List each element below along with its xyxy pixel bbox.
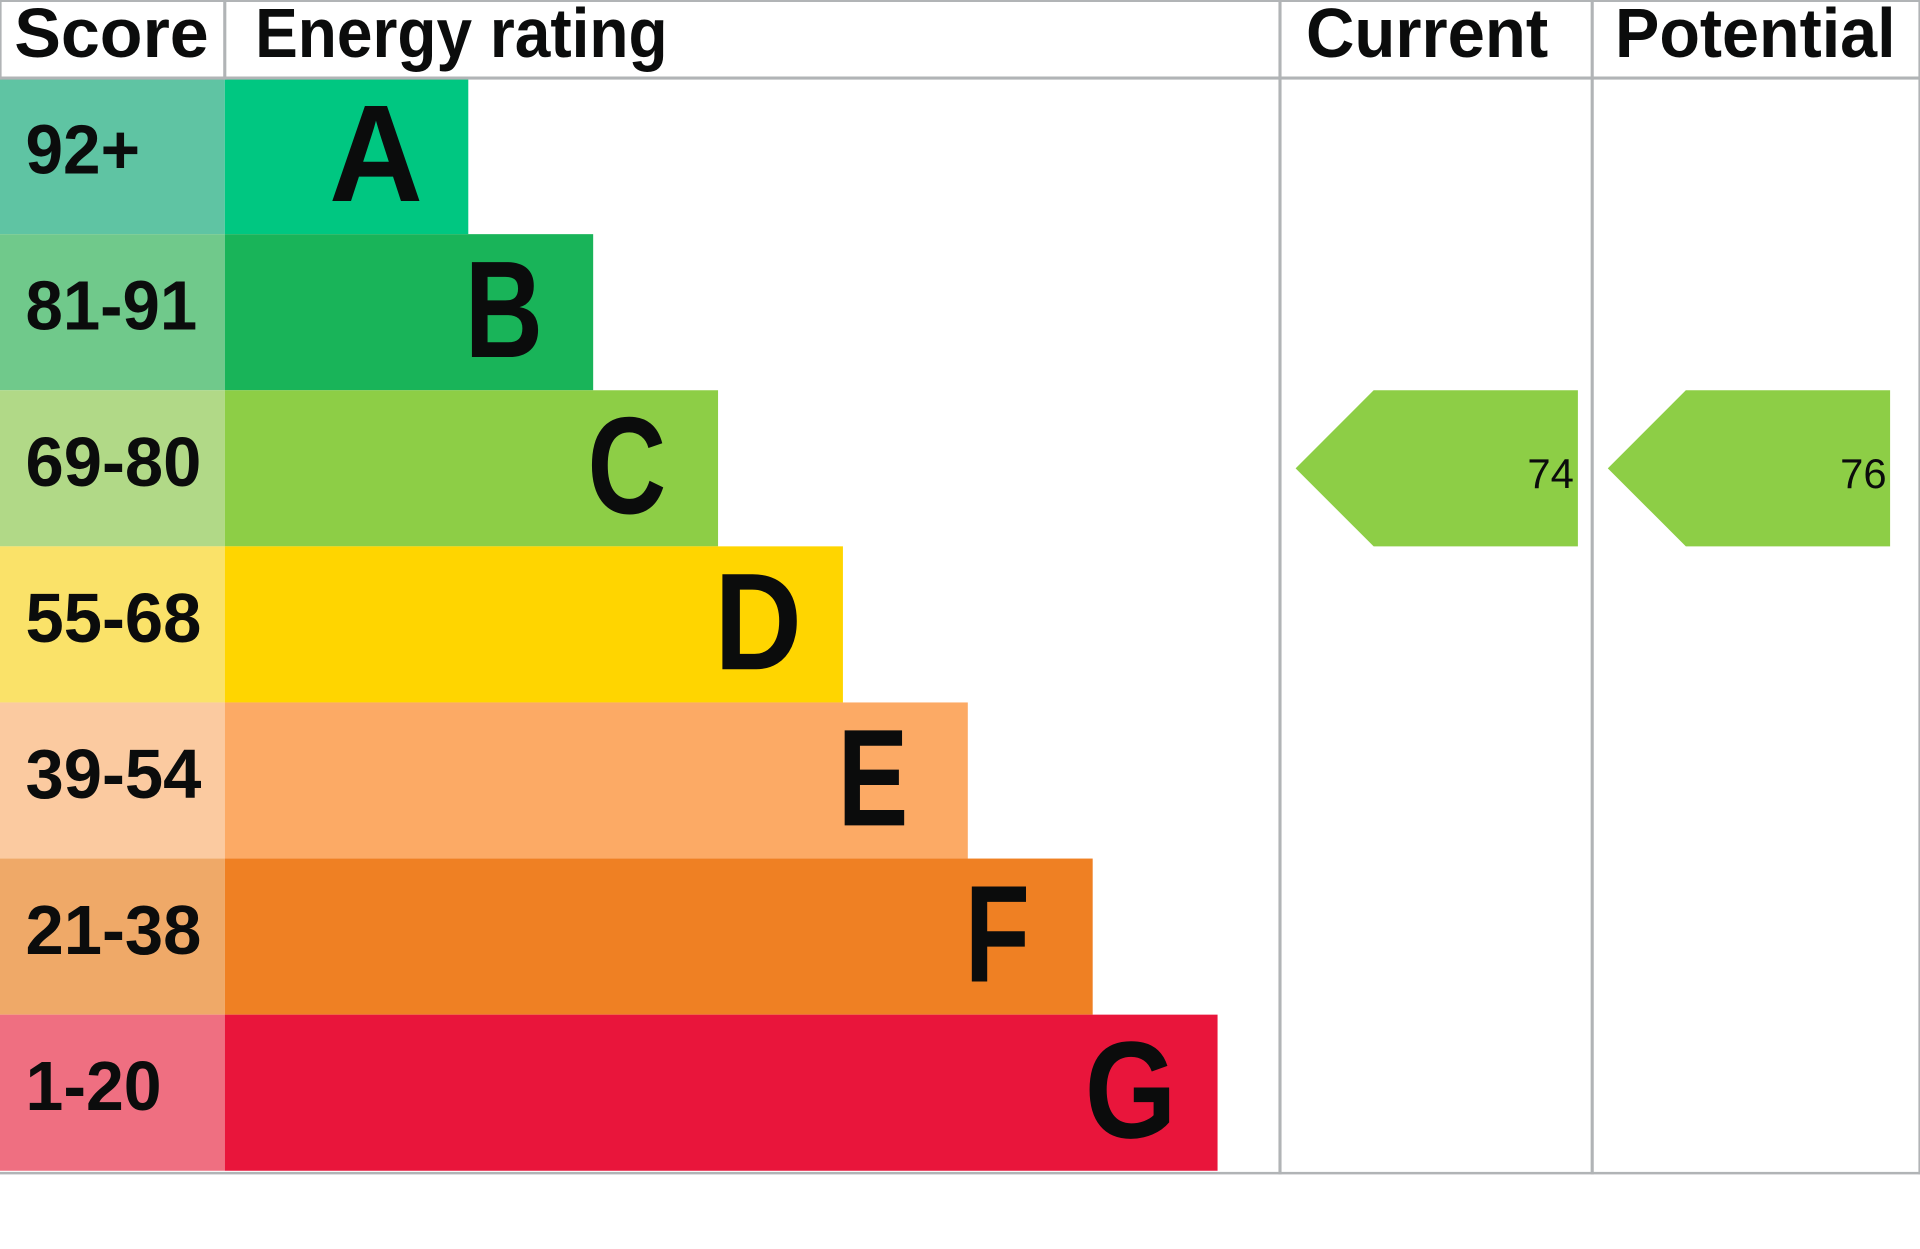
svg-text:69-80: 69-80 <box>26 423 202 501</box>
svg-text:C: C <box>587 389 666 543</box>
svg-text:Score: Score <box>14 0 209 72</box>
svg-text:39-54: 39-54 <box>26 735 202 813</box>
svg-text:74: 74 <box>1527 450 1574 497</box>
svg-text:81-91: 81-91 <box>26 267 198 345</box>
svg-text:A: A <box>329 77 423 231</box>
svg-text:21-38: 21-38 <box>26 891 202 969</box>
svg-text:E: E <box>838 701 909 855</box>
svg-text:D: D <box>714 545 802 699</box>
svg-text:76: 76 <box>1840 450 1887 497</box>
svg-text:Current: Current <box>1306 0 1548 72</box>
svg-text:1-20: 1-20 <box>26 1047 162 1125</box>
svg-text:55-68: 55-68 <box>26 579 202 657</box>
svg-text:B: B <box>465 233 543 387</box>
svg-text:F: F <box>965 857 1030 1011</box>
svg-text:92+: 92+ <box>26 111 141 189</box>
svg-text:Energy rating: Energy rating <box>255 0 667 72</box>
svg-text:Potential: Potential <box>1615 0 1896 72</box>
svg-text:G: G <box>1085 1014 1177 1168</box>
